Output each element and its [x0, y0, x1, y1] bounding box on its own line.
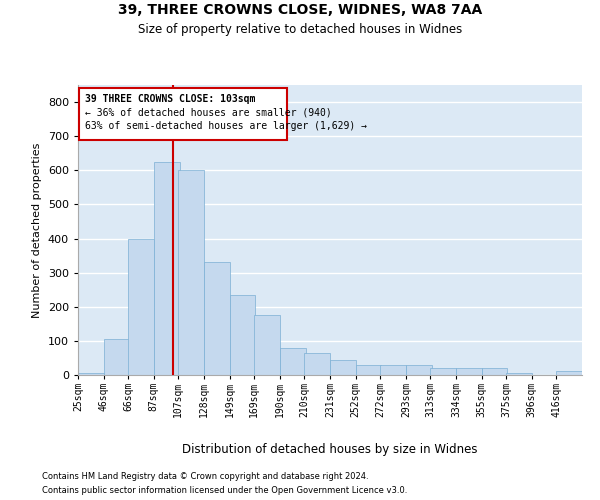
Text: Size of property relative to detached houses in Widnes: Size of property relative to detached ho… [138, 22, 462, 36]
Bar [78, 374, 104, 375]
Bar [204, 262, 230, 375]
Bar [104, 339, 130, 375]
Bar [556, 371, 582, 375]
Text: Contains public sector information licensed under the Open Government Licence v3: Contains public sector information licen… [42, 486, 407, 495]
Bar [482, 368, 508, 375]
FancyBboxPatch shape [79, 88, 287, 140]
Text: ← 36% of detached houses are smaller (940): ← 36% of detached houses are smaller (94… [85, 107, 331, 117]
Bar [230, 295, 256, 375]
Bar [356, 365, 382, 375]
Text: 39 THREE CROWNS CLOSE: 103sqm: 39 THREE CROWNS CLOSE: 103sqm [85, 94, 255, 104]
Bar [506, 374, 532, 375]
Bar [128, 238, 154, 375]
Bar [380, 365, 406, 375]
Y-axis label: Number of detached properties: Number of detached properties [32, 142, 42, 318]
Text: 63% of semi-detached houses are larger (1,629) →: 63% of semi-detached houses are larger (… [85, 121, 367, 131]
Bar [304, 353, 330, 375]
Bar [280, 348, 305, 375]
Bar [406, 365, 431, 375]
Bar [430, 368, 456, 375]
Bar [456, 368, 482, 375]
Bar [330, 360, 356, 375]
Text: Contains HM Land Registry data © Crown copyright and database right 2024.: Contains HM Land Registry data © Crown c… [42, 472, 368, 481]
Bar [154, 162, 179, 375]
Bar [254, 316, 280, 375]
Bar [178, 170, 204, 375]
Text: 39, THREE CROWNS CLOSE, WIDNES, WA8 7AA: 39, THREE CROWNS CLOSE, WIDNES, WA8 7AA [118, 2, 482, 16]
Text: Distribution of detached houses by size in Widnes: Distribution of detached houses by size … [182, 442, 478, 456]
